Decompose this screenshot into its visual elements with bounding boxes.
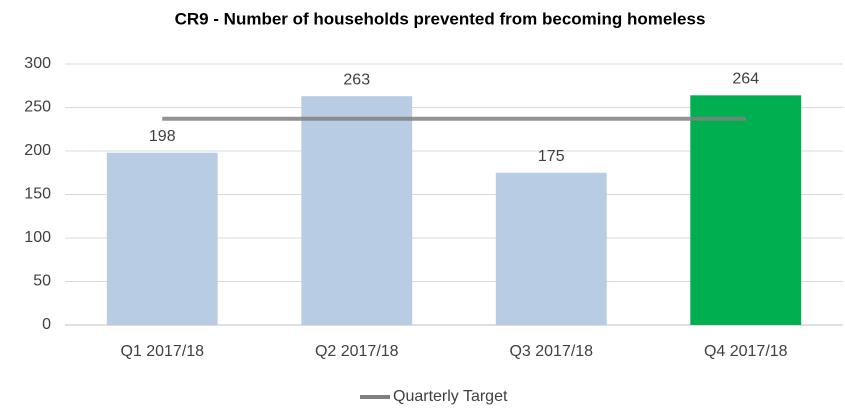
- data-label: 175: [538, 148, 565, 165]
- legend-label: Quarterly Target: [393, 388, 508, 405]
- y-tick-label: 100: [24, 229, 51, 246]
- x-tick-label: Q4 2017/18: [704, 343, 788, 360]
- x-tick-label: Q2 2017/18: [315, 343, 399, 360]
- x-tick-label: Q3 2017/18: [509, 343, 593, 360]
- data-label: 263: [343, 71, 370, 88]
- data-label: 198: [149, 128, 176, 145]
- y-tick-label: 150: [24, 186, 51, 203]
- y-tick-label: 50: [33, 273, 51, 290]
- bar: [301, 96, 413, 325]
- bar: [495, 172, 607, 325]
- y-tick-label: 0: [42, 316, 51, 333]
- y-tick-label: 250: [24, 99, 51, 116]
- bar: [690, 95, 802, 325]
- x-tick-label: Q1 2017/18: [120, 343, 204, 360]
- chart-title: CR9 - Number of households prevented fro…: [175, 9, 706, 28]
- y-tick-label: 200: [24, 142, 51, 159]
- y-tick-label: 300: [24, 55, 51, 72]
- bar: [106, 152, 218, 325]
- data-label: 264: [732, 71, 759, 88]
